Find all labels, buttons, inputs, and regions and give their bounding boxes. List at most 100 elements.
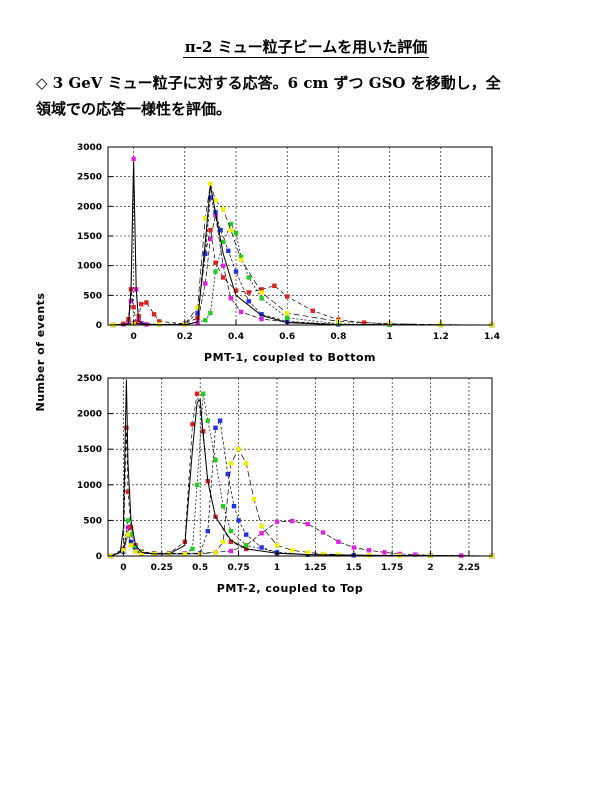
series-point-yellow xyxy=(236,447,241,452)
y-tick-label: 0 xyxy=(96,321,102,331)
series-point-magenta xyxy=(203,281,208,286)
series-point-red xyxy=(151,312,157,317)
x-tick-label: 1.2 xyxy=(433,332,449,342)
x-tick-label: 2 xyxy=(427,563,433,573)
x-tick-label: 0.75 xyxy=(227,563,249,573)
series-point-red xyxy=(124,425,129,430)
series-point-yellow xyxy=(203,216,208,221)
series-point-yellow xyxy=(259,523,264,529)
chart-pmt2: 0 0.25 0.5 0.75 1 1.25 1.5 1.75 2 2.25 0 500 1000 150… xyxy=(77,374,495,595)
series-point-magenta xyxy=(382,550,387,555)
series-line-blue xyxy=(113,197,493,326)
series-point-red xyxy=(157,319,162,324)
series-point-red xyxy=(272,283,277,288)
x-tick-label: 0.8 xyxy=(330,332,346,342)
series-point-blue xyxy=(225,471,230,477)
series-point-magenta xyxy=(128,299,134,304)
series-point-blue xyxy=(244,532,249,537)
series-point-yellow xyxy=(221,207,226,212)
series-point-blue xyxy=(213,425,218,430)
series-line-green xyxy=(113,223,493,326)
series-point-magenta xyxy=(320,530,326,535)
series-point-green xyxy=(213,269,218,274)
series-point-blue xyxy=(128,539,134,544)
x-axis-label: PMT-1, coupled to Bottom xyxy=(204,351,376,364)
series-point-blue xyxy=(259,545,264,550)
y-tick-label: 2000 xyxy=(77,202,102,212)
series-point-yellow xyxy=(208,181,213,186)
series-point-yellow xyxy=(213,198,218,203)
x-tick-label: 0 xyxy=(120,563,126,573)
series-point-yellow xyxy=(213,550,218,555)
series-point-magenta xyxy=(131,156,136,162)
series-point-magenta xyxy=(305,521,310,527)
series-point-magenta xyxy=(125,525,131,530)
series-point-yellow xyxy=(251,496,257,502)
series-point-red xyxy=(221,275,226,280)
series-point-magenta xyxy=(213,213,218,218)
series-point-blue xyxy=(233,269,239,274)
y-tick-label: 500 xyxy=(83,291,102,301)
series-point-blue xyxy=(218,227,223,233)
series-point-blue xyxy=(208,195,213,200)
series-point-blue xyxy=(231,504,237,509)
series-point-yellow xyxy=(128,543,134,548)
series-point-green xyxy=(190,546,195,552)
series-point-yellow xyxy=(133,549,138,554)
series-point-magenta xyxy=(259,531,264,536)
series-point-red xyxy=(190,422,195,427)
series-line-yellow xyxy=(113,183,493,326)
series-point-green xyxy=(205,418,210,423)
series-point-red xyxy=(139,302,144,307)
series-point-red xyxy=(128,525,134,530)
series-point-magenta xyxy=(238,309,244,315)
series-point-red xyxy=(194,391,200,396)
series-point-yellow xyxy=(121,548,126,553)
series-point-green xyxy=(221,239,226,245)
y-tick-label: 1500 xyxy=(77,445,102,455)
x-tick-label: 1.75 xyxy=(381,563,403,573)
series-point-red xyxy=(310,308,315,313)
series-point-yellow xyxy=(274,543,280,548)
y-tick-label: 0 xyxy=(96,552,102,562)
series-point-green xyxy=(233,230,239,236)
series-point-red xyxy=(228,539,234,544)
x-tick-label: 0.5 xyxy=(192,563,208,573)
series-point-yellow xyxy=(221,539,226,544)
series-point-yellow xyxy=(238,257,244,262)
series-point-green xyxy=(246,275,251,280)
series-point-green xyxy=(133,545,138,550)
x-tick-label: 0.2 xyxy=(177,332,193,342)
series-point-red xyxy=(259,287,264,292)
x-axis-label: PMT-2, coupled to Top xyxy=(217,582,363,595)
series-point-red xyxy=(361,320,367,325)
chart-pmt1: 0 0.2 0.4 0.6 0.8 1 1.2 1.4 0 500 1000 1500 2000 2500… xyxy=(77,143,500,364)
series-point-green xyxy=(125,518,131,523)
series-line-yellow xyxy=(110,448,493,557)
bullet-text-line-1: 3 GeV ミュー粒子に対する応答。6 cm ずつ GSO を移動し，全 xyxy=(52,74,501,92)
series-point-red xyxy=(285,294,290,299)
diamond-bullet-icon: ◇ xyxy=(36,74,48,92)
series-line-green xyxy=(110,393,493,557)
series-point-yellow xyxy=(182,551,187,557)
series-point-yellow xyxy=(228,461,234,466)
series-line-blue xyxy=(110,419,493,557)
series-point-blue xyxy=(246,299,251,304)
series-point-blue xyxy=(259,312,264,317)
x-tick-label: 0.6 xyxy=(279,332,295,342)
series-point-magenta xyxy=(290,518,295,524)
series-point-yellow xyxy=(244,461,249,466)
series-point-red xyxy=(208,227,213,233)
series-point-yellow xyxy=(139,551,144,556)
series-point-magenta xyxy=(221,263,226,268)
x-tick-label: 2.25 xyxy=(458,563,480,573)
series-point-red xyxy=(131,305,136,310)
y-tick-label: 500 xyxy=(83,516,102,526)
series-line-black xyxy=(113,161,493,326)
y-tick-label: 2000 xyxy=(77,410,102,420)
y-tick-label: 1500 xyxy=(77,232,102,242)
series-point-yellow xyxy=(195,305,200,310)
series-point-green xyxy=(285,315,290,321)
series-point-green xyxy=(238,254,244,259)
